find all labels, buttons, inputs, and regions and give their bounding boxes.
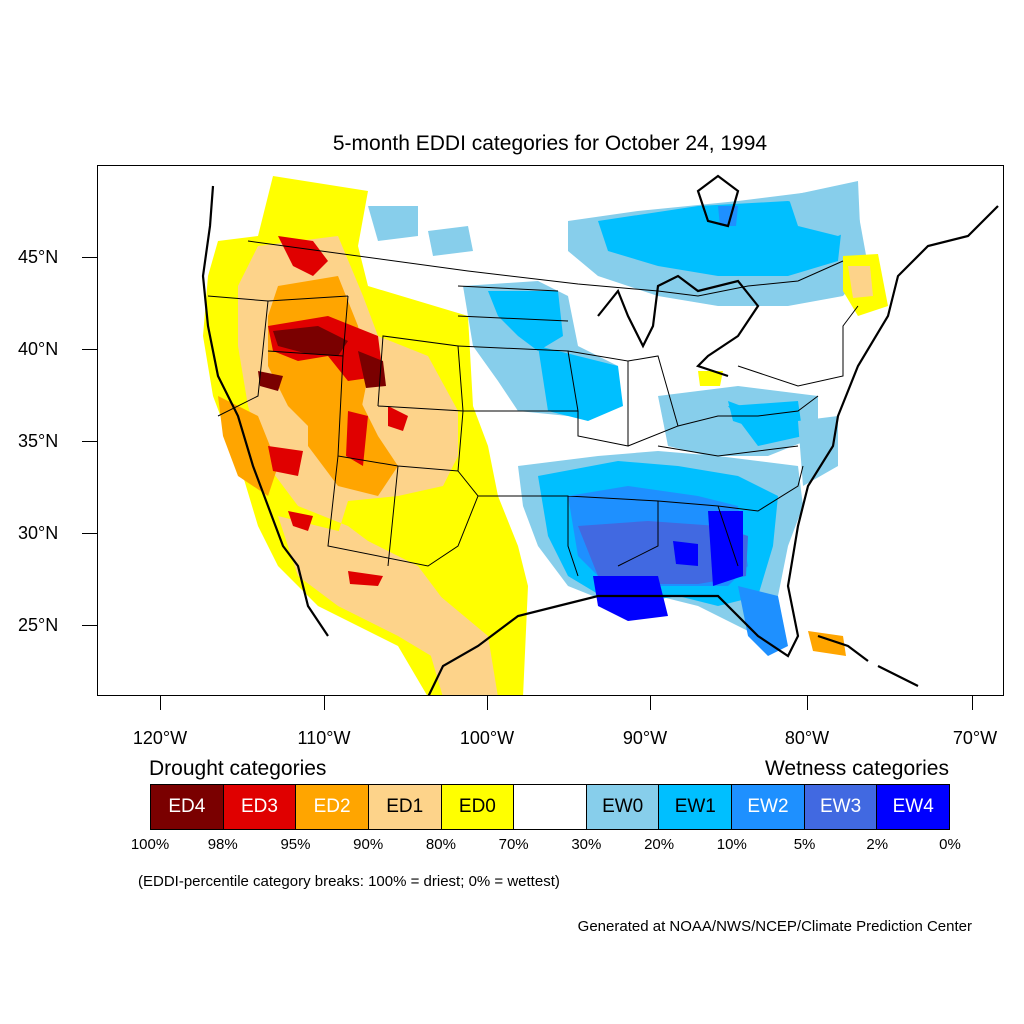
break-label: 0% (939, 836, 961, 853)
lon-label-80: 80°W (784, 728, 830, 748)
legend-cell-normal (514, 785, 587, 829)
canada-wetness-shading (368, 181, 888, 316)
lon-tick-80 (807, 696, 808, 710)
lat-tick-40 (82, 349, 97, 350)
lon-tick-100 (487, 696, 488, 710)
lat-label-35: 35°N (18, 431, 59, 451)
lat-label-30: 30°N (18, 523, 59, 543)
legend-cell-ed3: ED3 (223, 785, 297, 829)
credit-text: Generated at NOAA/NWS/NCEP/Climate Predi… (577, 918, 972, 935)
lat-tick-25 (82, 625, 97, 626)
legend-cell-ed1: ED1 (368, 785, 442, 829)
break-label: 10% (716, 836, 747, 853)
lat-tick-45 (82, 257, 97, 258)
break-label: 20% (644, 836, 675, 853)
lon-tick-90 (650, 696, 651, 710)
lon-tick-110 (324, 696, 325, 710)
break-label: 98% (207, 836, 238, 853)
legend-cell-ed4: ED4 (151, 785, 224, 829)
legend-cell-ew0: EW0 (586, 785, 660, 829)
lat-tick-35 (82, 441, 97, 442)
lat-label-25: 25°N (18, 615, 59, 635)
break-label: 70% (498, 836, 529, 853)
map-title: 5-month EDDI categories for October 24, … (332, 132, 768, 155)
lat-label-40: 40°N (18, 339, 59, 359)
break-label: 80% (425, 836, 456, 853)
break-label: 90% (353, 836, 384, 853)
lon-tick-70 (972, 696, 973, 710)
category-note: (EDDI-percentile category breaks: 100% =… (138, 873, 560, 890)
drought-heading: Drought categories (149, 757, 327, 780)
break-label: 30% (571, 836, 602, 853)
legend-cell-ew4: EW4 (877, 785, 950, 829)
lon-label-100: 100°W (459, 728, 515, 748)
legend-cell-ew3: EW3 (804, 785, 878, 829)
lon-label-90: 90°W (622, 728, 668, 748)
legend-cell-ew2: EW2 (732, 785, 805, 829)
eddi-map (97, 165, 1004, 696)
lat-label-45: 45°N (18, 247, 59, 267)
wetness-heading: Wetness categories (764, 757, 949, 780)
map-canvas (201, 174, 999, 695)
severe-drought-shading (258, 236, 408, 586)
lon-label-110: 110°W (297, 728, 351, 748)
lon-label-120: 120°W (132, 728, 188, 748)
coastlines (201, 174, 999, 695)
legend-cell-ed2: ED2 (296, 785, 369, 829)
boundary-lines (207, 240, 859, 577)
break-label: 5% (793, 836, 816, 853)
legend-cell-ed0: ED0 (441, 785, 515, 829)
break-label: 95% (280, 836, 311, 853)
lon-label-70: 70°W (952, 728, 998, 748)
lon-tick-120 (160, 696, 161, 710)
break-label: 100% (130, 836, 170, 853)
lat-tick-30 (82, 533, 97, 534)
legend-cell-ew1: EW1 (659, 785, 733, 829)
category-legend: ED4 ED3 ED2 ED1 ED0 EW0 EW1 EW2 EW3 EW4 (150, 784, 950, 830)
break-label: 2% (866, 836, 889, 853)
